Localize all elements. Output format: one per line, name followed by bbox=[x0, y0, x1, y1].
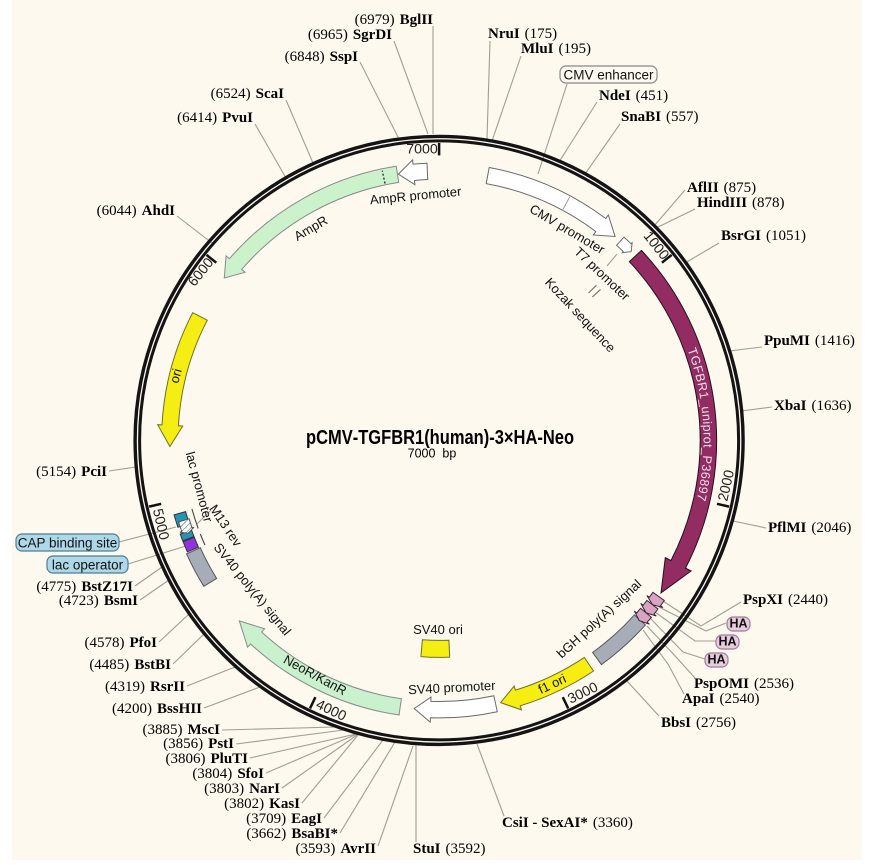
svg-text:(6524)ScaI: (6524) ScaI bbox=[211, 86, 285, 102]
svg-text:NruI(175): NruI (175) bbox=[488, 26, 557, 42]
svg-text:(4775)BstZ17I: (4775) BstZ17I bbox=[36, 579, 133, 595]
svg-text:StuI(3592): StuI (3592) bbox=[413, 841, 486, 857]
svg-text:(3804)SfoI: (3804) SfoI bbox=[192, 766, 264, 782]
svg-text:pCMV‑TGFBR1(human)‑3×HA‑Neo: pCMV‑TGFBR1(human)‑3×HA‑Neo bbox=[306, 425, 574, 448]
svg-text:(3806)PluTI: (3806) PluTI bbox=[165, 751, 248, 767]
svg-text:(4723)BsmI: (4723) BsmI bbox=[59, 593, 138, 609]
svg-text:NdeI(451): NdeI (451) bbox=[599, 88, 668, 104]
svg-text:(6414)PvuI: (6414) PvuI bbox=[177, 110, 253, 126]
svg-text:ApaI(2540): ApaI (2540) bbox=[682, 691, 760, 707]
svg-text:HA: HA bbox=[718, 635, 736, 649]
svg-text:2000: 2000 bbox=[715, 468, 738, 502]
svg-text:(6044)AhdI: (6044) AhdI bbox=[97, 203, 176, 219]
svg-text:BsrGI(1051): BsrGI (1051) bbox=[721, 228, 806, 244]
svg-text:PspOMI(2536): PspOMI (2536) bbox=[694, 676, 794, 692]
svg-text:XbaI(1636): XbaI (1636) bbox=[774, 398, 852, 414]
svg-text:HA: HA bbox=[707, 653, 725, 667]
svg-text:(4485)BstBI: (4485) BstBI bbox=[89, 657, 171, 673]
svg-text:(3662)BsaBI*: (3662) BsaBI* bbox=[246, 826, 338, 842]
svg-text:(3709)EagI: (3709) EagI bbox=[246, 811, 322, 827]
svg-text:7000 bp: 7000 bp bbox=[408, 447, 457, 461]
svg-text:HA: HA bbox=[729, 617, 747, 631]
svg-text:ori: ori bbox=[167, 367, 185, 385]
svg-text:(4200)BssHII: (4200) BssHII bbox=[112, 701, 202, 717]
svg-text:(4319)RsrII: (4319) RsrII bbox=[105, 679, 185, 695]
svg-text:HindIII(878): HindIII (878) bbox=[697, 195, 785, 211]
svg-text:MluI(195): MluI (195) bbox=[521, 41, 591, 57]
svg-text:SnaBI(557): SnaBI (557) bbox=[621, 109, 699, 125]
svg-text:(6965)SgrDI: (6965) SgrDI bbox=[308, 27, 392, 43]
svg-text:PpuMI(1416): PpuMI (1416) bbox=[764, 333, 855, 349]
svg-text:BbsI(2756): BbsI (2756) bbox=[661, 715, 736, 731]
svg-text:7000: 7000 bbox=[406, 142, 438, 158]
svg-text:AflII(875): AflII (875) bbox=[687, 180, 756, 196]
svg-text:lac operator: lac operator bbox=[52, 558, 124, 573]
svg-text:5000: 5000 bbox=[149, 507, 172, 541]
svg-text:CAP binding site: CAP binding site bbox=[18, 536, 118, 551]
svg-text:CsiI - SexAI*(3360): CsiI - SexAI* (3360) bbox=[502, 815, 633, 831]
svg-text:PspXI(2440): PspXI (2440) bbox=[743, 592, 828, 608]
svg-text:(3885)MscI: (3885) MscI bbox=[143, 722, 221, 738]
svg-text:(3856)PstI: (3856) PstI bbox=[163, 736, 234, 752]
svg-text:(6848)SspI: (6848) SspI bbox=[285, 49, 359, 65]
svg-text:(3803)NarI: (3803) NarI bbox=[204, 781, 280, 797]
svg-text:SV40 promoter: SV40 promoter bbox=[408, 678, 497, 698]
svg-text:CMV enhancer: CMV enhancer bbox=[563, 68, 654, 83]
svg-text:SV40 ori: SV40 ori bbox=[413, 622, 463, 637]
svg-text:PflMI(2046): PflMI (2046) bbox=[768, 520, 851, 536]
svg-text:(5154)PciI: (5154) PciI bbox=[36, 464, 107, 480]
svg-text:(3593)AvrII: (3593) AvrII bbox=[295, 841, 376, 857]
svg-text:(3802)KasI: (3802) KasI bbox=[224, 796, 300, 812]
svg-text:(4578)PfoI: (4578) PfoI bbox=[85, 635, 158, 651]
svg-text:(6979)BglII: (6979) BglII bbox=[355, 12, 434, 28]
